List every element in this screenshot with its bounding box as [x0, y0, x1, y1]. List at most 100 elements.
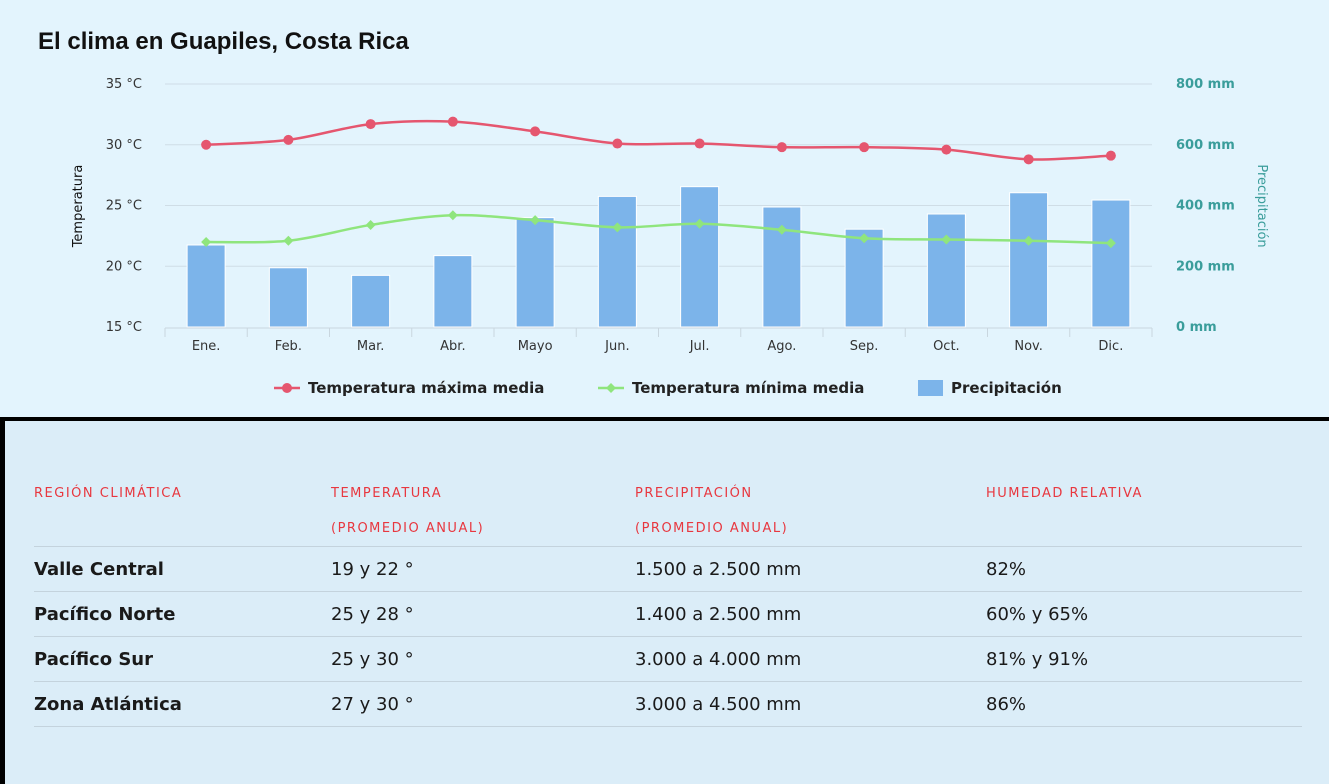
- max-temp-point: [1023, 154, 1034, 165]
- header-precipitation: PRECIPITACIÓN (PROMEDIO ANUAL): [635, 476, 986, 547]
- x-tick-label: Abr.: [440, 339, 465, 354]
- y-left-axis-title: Temperatura: [71, 165, 86, 249]
- max-temp-point: [530, 126, 541, 137]
- legend-precipitation-label: Precipitación: [951, 379, 1062, 397]
- legend-precipitation-swatch-icon: [918, 380, 943, 396]
- max-temp-point: [776, 142, 787, 153]
- x-tick-label: Sep.: [850, 339, 879, 354]
- cell-humidity: 60% y 65%: [986, 591, 1302, 637]
- max-temp-point: [283, 134, 294, 145]
- x-tick-label: Jun.: [604, 339, 629, 354]
- precipitation-bar: [680, 186, 720, 328]
- climate-chart: 35 °C 30 °C 25 °C 20 °C 15 °C 800 mm 600 mm 400…: [71, 77, 1269, 397]
- x-tick-label: Nov.: [1014, 339, 1043, 354]
- header-humidity: HUMEDAD RELATIVA: [986, 476, 1302, 547]
- legend-max-temp-label: Temperatura máxima media: [308, 379, 544, 397]
- cell-temperature: 19 y 22 °: [331, 546, 635, 592]
- cell-precipitation: 1.500 a 2.500 mm: [635, 546, 986, 592]
- min-temp-point: [941, 234, 952, 245]
- max-temp-line: [206, 119, 1111, 161]
- y-left-tick-label: 25 °C: [106, 199, 142, 214]
- min-temp-point: [1105, 238, 1116, 249]
- header-precipitation-line1: PRECIPITACIÓN: [635, 486, 753, 501]
- max-temp-point: [694, 138, 705, 149]
- max-temp-point: [447, 116, 458, 127]
- y-right-tick-label: 200 mm: [1176, 259, 1235, 274]
- header-temperature-line2: (PROMEDIO ANUAL): [331, 521, 485, 536]
- header-precipitation-line2: (PROMEDIO ANUAL): [635, 521, 789, 536]
- precipitation-bar: [351, 274, 391, 328]
- x-tick-label: Ago.: [767, 339, 796, 354]
- table-row: Zona Atlántica 27 y 30 ° 3.000 a 4.500 m…: [34, 681, 1302, 727]
- cell-precipitation: 3.000 a 4.500 mm: [635, 681, 986, 727]
- max-temp-point: [612, 138, 623, 149]
- cell-region: Pacífico Sur: [34, 636, 331, 682]
- header-region: REGIÓN CLIMÁTICA: [34, 476, 331, 547]
- precipitation-bar: [186, 244, 226, 328]
- precipitation-bar: [926, 213, 966, 328]
- x-tick-label: Mayo: [518, 339, 553, 354]
- max-temp-point: [365, 119, 376, 130]
- y-right-tick-label: 0 mm: [1176, 320, 1217, 335]
- x-tick-label: Dic.: [1098, 339, 1123, 354]
- min-temp-point: [694, 218, 705, 229]
- precipitation-bar: [268, 267, 308, 328]
- cell-humidity: 82%: [986, 546, 1302, 592]
- max-temp-point: [201, 139, 212, 150]
- y-right-tick-label: 400 mm: [1176, 199, 1235, 214]
- cell-region: Valle Central: [34, 546, 331, 592]
- y-left-tick-label: 30 °C: [106, 138, 142, 153]
- header-temperature-line1: TEMPERATURA: [331, 486, 443, 501]
- cell-region: Pacífico Norte: [34, 591, 331, 637]
- chart-panel: El clima en Guapiles, Costa Rica 35 °C 30…: [0, 0, 1329, 417]
- chart-title: El clima en Guapiles, Costa Rica: [38, 28, 409, 55]
- y-right-axis-title: Precipitación: [1254, 164, 1269, 247]
- header-region-line1: REGIÓN CLIMÁTICA: [34, 486, 183, 501]
- precipitation-bar: [844, 228, 884, 328]
- precipitation-bar: [1091, 199, 1131, 328]
- cell-temperature: 27 y 30 °: [331, 681, 635, 727]
- x-tick-label: Ene.: [192, 339, 221, 354]
- table-header-row: REGIÓN CLIMÁTICA TEMPERATURA (PROMEDIO AN…: [34, 476, 1302, 547]
- x-tick-label: Mar.: [357, 339, 384, 354]
- precipitation-bar: [597, 195, 637, 328]
- max-temp-point: [859, 142, 870, 153]
- table-row: Pacífico Sur 25 y 30 ° 3.000 a 4.000 mm …: [34, 636, 1302, 682]
- x-tick-label: Oct.: [933, 339, 960, 354]
- precipitation-bar: [1009, 192, 1049, 328]
- cell-humidity: 86%: [986, 681, 1302, 727]
- y-left-tick-label: 35 °C: [106, 77, 142, 92]
- table-row: Pacífico Norte 25 y 28 ° 1.400 a 2.500 m…: [34, 591, 1302, 637]
- legend-max-temp-marker-icon: [282, 383, 292, 393]
- header-humidity-line1: HUMEDAD RELATIVA: [986, 486, 1143, 501]
- min-temp-point: [1023, 235, 1034, 246]
- precipitation-bar: [433, 255, 473, 328]
- y-left-tick-label: 20 °C: [106, 259, 142, 274]
- climate-table: REGIÓN CLIMÁTICA TEMPERATURA (PROMEDIO AN…: [34, 476, 1302, 727]
- y-left-tick-label: 15 °C: [106, 320, 142, 335]
- y-right-tick-label: 600 mm: [1176, 138, 1235, 153]
- header-temperature: TEMPERATURA (PROMEDIO ANUAL): [331, 476, 635, 547]
- min-temp-point: [201, 236, 212, 247]
- cell-humidity: 81% y 91%: [986, 636, 1302, 682]
- min-temp-point: [776, 224, 787, 235]
- min-temp-point: [530, 215, 541, 226]
- legend-min-temp-marker-icon: [606, 383, 616, 393]
- cell-precipitation: 3.000 a 4.000 mm: [635, 636, 986, 682]
- cell-temperature: 25 y 28 °: [331, 591, 635, 637]
- y-right-tick-label: 800 mm: [1176, 77, 1235, 92]
- cell-temperature: 25 y 30 °: [331, 636, 635, 682]
- precipitation-bar: [515, 217, 555, 328]
- min-temp-point: [365, 219, 376, 230]
- max-temp-point: [941, 144, 952, 155]
- min-temp-point: [859, 233, 870, 244]
- x-tick-label: Feb.: [275, 339, 302, 354]
- min-temp-point: [447, 210, 458, 221]
- x-tick-label: Jul.: [689, 339, 710, 354]
- max-temp-point: [1105, 150, 1116, 161]
- cell-region: Zona Atlántica: [34, 681, 331, 727]
- table-panel: REGIÓN CLIMÁTICA TEMPERATURA (PROMEDIO AN…: [5, 421, 1329, 784]
- legend-min-temp-label: Temperatura mínima media: [632, 379, 864, 397]
- table-row: Valle Central 19 y 22 ° 1.500 a 2.500 mm…: [34, 546, 1302, 592]
- min-temp-point: [612, 222, 623, 233]
